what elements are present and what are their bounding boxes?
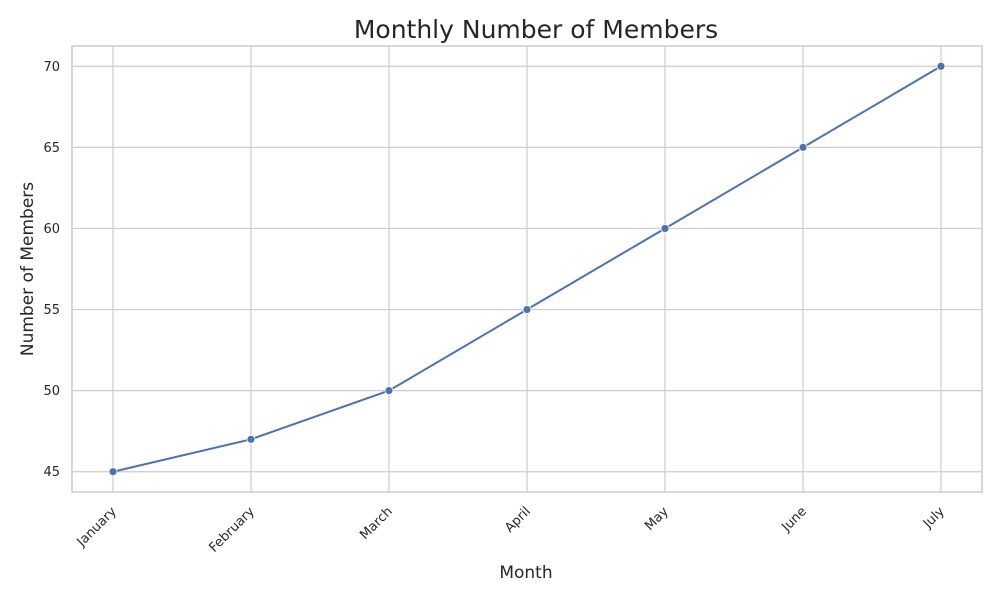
x-axis-label: Month: [499, 563, 552, 583]
y-tick-label: 50: [43, 384, 60, 399]
y-tick-label: 60: [43, 222, 60, 237]
y-tick-label: 70: [43, 60, 60, 75]
plot-area-frame: [71, 45, 983, 493]
data-point: [798, 142, 808, 152]
y-axis-ticks: 45 50 55 60 65 70: [43, 60, 60, 480]
x-tick-label: April: [502, 504, 534, 536]
x-axis-ticks: January February March April May June July: [74, 504, 948, 556]
x-tick-label: July: [920, 504, 948, 532]
data-point: [936, 61, 946, 71]
data-point: [246, 434, 256, 444]
x-tick-label: January: [74, 504, 120, 550]
x-tick-label: March: [357, 504, 396, 543]
data-point: [660, 224, 670, 233]
data-point: [522, 305, 532, 314]
y-tick-label: 45: [43, 465, 60, 480]
x-tick-label: June: [778, 504, 809, 535]
y-tick-label: 55: [43, 303, 60, 318]
x-tick-label: February: [206, 504, 258, 556]
y-tick-label: 65: [43, 141, 60, 156]
chart-title: Monthly Number of Members: [354, 15, 718, 44]
x-tick-label: May: [642, 504, 672, 534]
grid: [72, 46, 982, 492]
data-point: [384, 386, 394, 396]
data-point: [108, 467, 118, 477]
series-layer: [108, 61, 946, 477]
y-axis-label: Number of Members: [18, 182, 38, 356]
